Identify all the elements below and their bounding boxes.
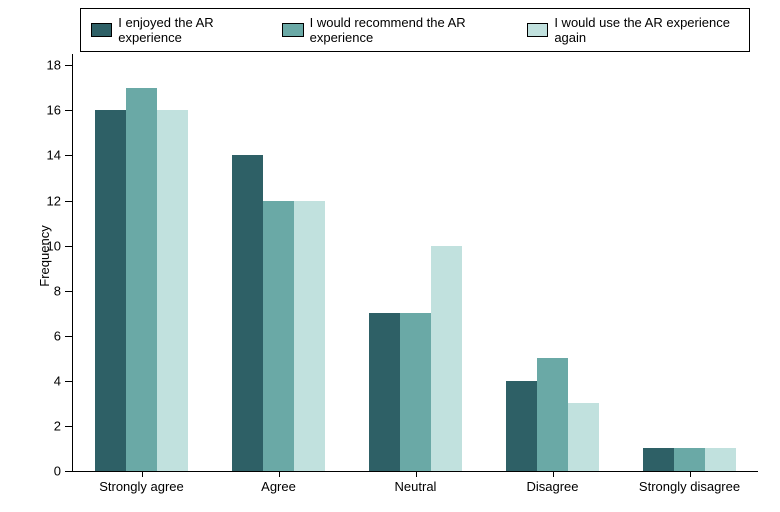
x-tick-label: Agree	[261, 471, 296, 494]
bar	[643, 448, 674, 471]
x-tick-label: Strongly disagree	[639, 471, 740, 494]
bar	[294, 201, 325, 471]
legend-label-1: I would recommend the AR experience	[310, 15, 505, 45]
bar	[157, 110, 188, 471]
bar	[674, 448, 705, 471]
bar	[95, 110, 126, 471]
bar	[232, 155, 263, 471]
y-tick-label: 6	[54, 328, 73, 343]
legend-item: I would use the AR experience again	[527, 15, 739, 45]
x-tick-label: Neutral	[395, 471, 437, 494]
legend-item: I would recommend the AR experience	[282, 15, 505, 45]
y-tick-label: 14	[47, 148, 73, 163]
y-tick-label: 8	[54, 283, 73, 298]
y-tick-label: 12	[47, 193, 73, 208]
legend-label-2: I would use the AR experience again	[554, 15, 739, 45]
y-tick-label: 4	[54, 373, 73, 388]
bar	[400, 313, 431, 471]
y-tick-label: 10	[47, 238, 73, 253]
bar	[506, 381, 537, 471]
y-tick-label: 18	[47, 58, 73, 73]
legend-swatch-2	[527, 23, 548, 37]
bar	[263, 201, 294, 471]
legend-item: I enjoyed the AR experience	[91, 15, 260, 45]
bar	[431, 246, 462, 471]
plot-area: 024681012141618Strongly agreeAgreeNeutra…	[72, 54, 758, 472]
y-tick-label: 2	[54, 418, 73, 433]
bar	[369, 313, 400, 471]
bar	[568, 403, 599, 471]
chart-container: I enjoyed the AR experience I would reco…	[0, 0, 780, 512]
legend-label-0: I enjoyed the AR experience	[118, 15, 260, 45]
bar	[537, 358, 568, 471]
y-tick-label: 0	[54, 464, 73, 479]
legend-swatch-0	[91, 23, 112, 37]
legend-swatch-1	[282, 23, 303, 37]
y-tick-label: 16	[47, 103, 73, 118]
bar	[126, 88, 157, 471]
legend: I enjoyed the AR experience I would reco…	[80, 8, 750, 52]
bar	[705, 448, 736, 471]
y-axis-label: Frequency	[37, 225, 52, 286]
x-tick-label: Strongly agree	[99, 471, 184, 494]
x-tick-label: Disagree	[526, 471, 578, 494]
